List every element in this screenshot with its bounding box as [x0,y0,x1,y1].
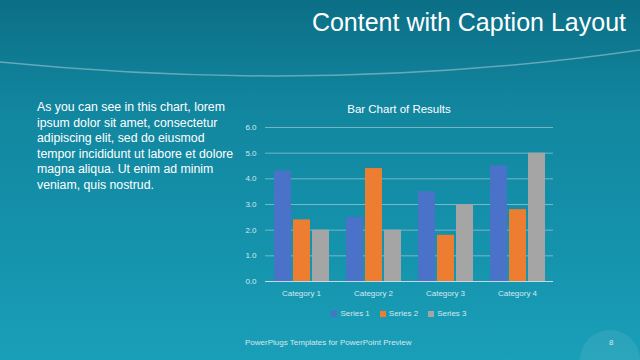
html-text:Series 1: Series 1 [340,309,370,318]
html-text:As you can see in this chart,: As you can see in this chart, lorem ipsu… [37,100,234,192]
html-text:8: 8 [609,338,614,347]
html-text:Series 3: Series 3 [437,309,467,318]
svg-text:1.0: 1.0 [245,251,257,260]
svg-text:2.0: 2.0 [245,226,257,235]
svg-text:Category 1: Category 1 [282,289,322,298]
svg-text:0.0: 0.0 [245,277,257,286]
svg-text:Category 4: Category 4 [498,289,538,298]
svg-text:Category 3: Category 3 [426,289,466,298]
svg-text:5.0: 5.0 [245,149,257,158]
svg-text:Category 2: Category 2 [354,289,394,298]
svg-text:3.0: 3.0 [245,200,257,209]
html-text:Bar Chart of Results: Bar Chart of Results [347,103,451,115]
html-text:PowerPlugs Templates for Power: PowerPlugs Templates for PowerPoint Prev… [245,338,412,347]
html-text:Series 2: Series 2 [388,309,419,318]
svg-text:4.0: 4.0 [245,174,257,183]
html-text:Content with Caption Layout: Content with Caption Layout [311,8,626,36]
svg-text:6.0: 6.0 [245,123,257,132]
